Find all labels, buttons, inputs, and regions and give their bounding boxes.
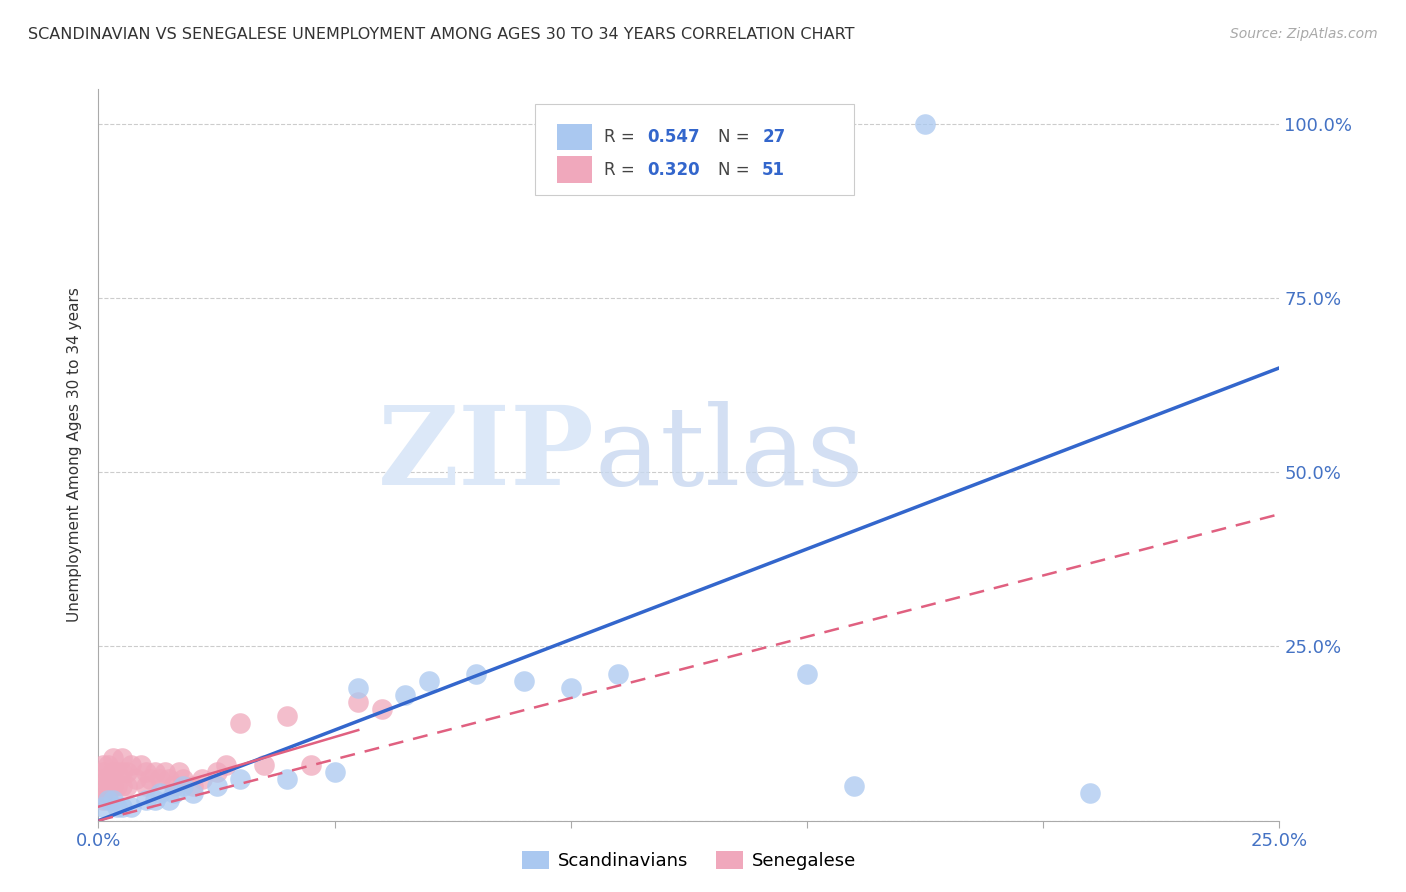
Point bbox=[654, 117, 676, 131]
Point bbox=[135, 764, 157, 779]
Point bbox=[143, 764, 166, 779]
Point bbox=[91, 764, 114, 779]
Point bbox=[91, 799, 114, 814]
Point bbox=[97, 758, 120, 772]
Point bbox=[205, 779, 228, 793]
Point bbox=[181, 786, 204, 800]
Point bbox=[105, 764, 128, 779]
Point bbox=[163, 779, 186, 793]
Point bbox=[796, 667, 818, 681]
Point bbox=[772, 117, 794, 131]
Text: N =: N = bbox=[718, 128, 755, 145]
Point bbox=[465, 667, 488, 681]
Point bbox=[172, 772, 194, 786]
Point bbox=[163, 786, 186, 800]
Point bbox=[512, 674, 534, 689]
Point bbox=[394, 688, 416, 702]
Point bbox=[167, 764, 190, 779]
Point bbox=[229, 716, 252, 731]
Point bbox=[323, 764, 346, 779]
Point bbox=[135, 779, 157, 793]
Point bbox=[139, 772, 162, 786]
Point bbox=[111, 779, 134, 793]
Point bbox=[101, 779, 124, 793]
Point bbox=[153, 764, 176, 779]
Point bbox=[101, 751, 124, 765]
Point bbox=[97, 793, 120, 807]
Text: R =: R = bbox=[605, 128, 640, 145]
Text: 0.320: 0.320 bbox=[648, 161, 700, 178]
Point bbox=[111, 764, 134, 779]
Text: 51: 51 bbox=[762, 161, 785, 178]
Point bbox=[143, 793, 166, 807]
Point bbox=[91, 786, 114, 800]
Point bbox=[115, 764, 138, 779]
Text: 0.547: 0.547 bbox=[648, 128, 700, 145]
Point bbox=[157, 772, 180, 786]
Text: Source: ZipAtlas.com: Source: ZipAtlas.com bbox=[1230, 27, 1378, 41]
Text: 27: 27 bbox=[762, 128, 786, 145]
Text: atlas: atlas bbox=[595, 401, 865, 508]
Text: SCANDINAVIAN VS SENEGALESE UNEMPLOYMENT AMONG AGES 30 TO 34 YEARS CORRELATION CH: SCANDINAVIAN VS SENEGALESE UNEMPLOYMENT … bbox=[28, 27, 855, 42]
Point bbox=[101, 764, 124, 779]
Point bbox=[914, 117, 936, 131]
Point bbox=[253, 758, 276, 772]
Point bbox=[105, 779, 128, 793]
Y-axis label: Unemployment Among Ages 30 to 34 years: Unemployment Among Ages 30 to 34 years bbox=[67, 287, 83, 623]
Point bbox=[607, 667, 630, 681]
Point bbox=[347, 695, 370, 709]
Point bbox=[97, 772, 120, 786]
Point bbox=[129, 758, 152, 772]
FancyBboxPatch shape bbox=[557, 124, 592, 150]
Point bbox=[149, 786, 172, 800]
Point bbox=[276, 772, 298, 786]
Point bbox=[560, 681, 582, 696]
Point bbox=[97, 786, 120, 800]
Point bbox=[121, 799, 143, 814]
Point bbox=[135, 793, 157, 807]
FancyBboxPatch shape bbox=[557, 156, 592, 183]
Point bbox=[205, 764, 228, 779]
Point bbox=[111, 751, 134, 765]
Point bbox=[101, 793, 124, 807]
Legend: Scandinavians, Senegalese: Scandinavians, Senegalese bbox=[515, 844, 863, 878]
Point bbox=[371, 702, 394, 716]
Point bbox=[149, 772, 172, 786]
Point bbox=[229, 772, 252, 786]
FancyBboxPatch shape bbox=[536, 103, 855, 195]
Point bbox=[91, 758, 114, 772]
Text: ZIP: ZIP bbox=[378, 401, 595, 508]
Point bbox=[215, 758, 238, 772]
Point bbox=[105, 799, 128, 814]
Point bbox=[191, 772, 214, 786]
Point bbox=[91, 779, 114, 793]
Point bbox=[276, 709, 298, 723]
Point bbox=[299, 758, 322, 772]
Point bbox=[111, 799, 134, 814]
Text: R =: R = bbox=[605, 161, 640, 178]
Point bbox=[172, 779, 194, 793]
Point bbox=[418, 674, 440, 689]
Point bbox=[157, 793, 180, 807]
Point bbox=[125, 772, 148, 786]
Point bbox=[844, 779, 866, 793]
Point bbox=[121, 758, 143, 772]
Point bbox=[347, 681, 370, 696]
Text: N =: N = bbox=[718, 161, 755, 178]
Point bbox=[91, 772, 114, 786]
Point bbox=[115, 779, 138, 793]
Point bbox=[1080, 786, 1102, 800]
Point bbox=[91, 793, 114, 807]
Point bbox=[181, 779, 204, 793]
